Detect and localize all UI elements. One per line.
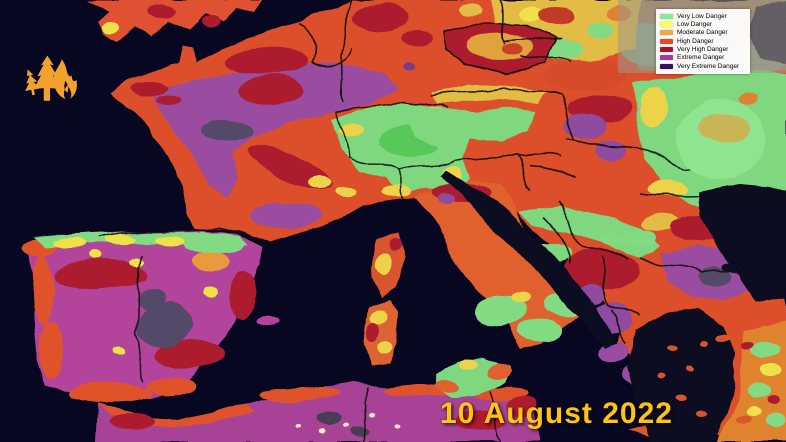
legend-item: Very Low Danger <box>660 12 746 20</box>
legend-swatch <box>660 13 673 19</box>
legend-panel: Very Low Danger Low Danger Moderate Dang… <box>656 9 750 74</box>
island-balearic <box>257 317 279 327</box>
aegean-islands <box>658 332 750 424</box>
legend-label: Very Extreme Danger <box>677 62 740 70</box>
legend-swatch <box>660 55 673 61</box>
land-north-africa <box>94 383 538 442</box>
land-england <box>86 0 262 42</box>
danger-patches <box>96 385 534 437</box>
burning-forest-icon <box>25 55 77 101</box>
legend-swatch <box>660 21 673 27</box>
danger-patches <box>22 231 256 404</box>
legend-item: Extreme Danger <box>660 54 746 62</box>
legend-label: Moderate Danger <box>677 29 728 37</box>
legend-label: Very High Danger <box>677 46 729 54</box>
adriatic-sea <box>440 170 616 348</box>
flame-icon <box>53 59 77 99</box>
legend-item: Low Danger <box>660 20 746 28</box>
legend-label: High Danger <box>677 37 714 45</box>
black-sea <box>698 184 786 302</box>
big-tree-icon <box>33 55 61 101</box>
legend-label: Extreme Danger <box>677 54 725 62</box>
legend-item: High Danger <box>660 37 746 45</box>
land-iberia <box>22 229 262 404</box>
legend-item: Very High Danger <box>660 46 746 54</box>
legend-label: Low Danger <box>677 20 713 28</box>
small-tree-icon <box>25 69 41 96</box>
country-borders <box>99 0 786 442</box>
legend-swatch <box>660 63 673 69</box>
legend-swatch <box>660 30 673 36</box>
date-label: 10 August 2022 <box>440 397 673 430</box>
legend-label: Very Low Danger <box>677 12 727 20</box>
legend-swatch <box>660 38 673 44</box>
legend-item: Moderate Danger <box>660 29 746 37</box>
legend-item: Very Extreme Danger <box>660 62 746 70</box>
legend-swatch <box>660 47 673 53</box>
